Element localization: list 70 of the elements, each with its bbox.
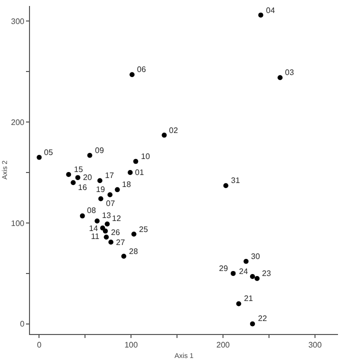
- annotation: 09: [95, 146, 104, 155]
- point: [128, 170, 133, 176]
- point: [107, 192, 112, 198]
- annotation: 04: [266, 6, 276, 15]
- annotation: 06: [137, 65, 146, 74]
- point: [70, 180, 76, 186]
- x-tick-label: 0: [36, 340, 42, 350]
- point: [100, 226, 106, 231]
- point: [236, 301, 242, 306]
- point: [258, 12, 264, 18]
- annotation: 13: [102, 211, 112, 220]
- point: [36, 154, 42, 160]
- annotation: 01: [135, 168, 144, 177]
- x-tick-label: 100: [124, 340, 138, 350]
- x-tick-label: 200: [216, 340, 230, 350]
- annotation: 28: [129, 247, 138, 256]
- annotation: 05: [44, 148, 54, 157]
- point: [162, 132, 167, 138]
- point: [80, 213, 85, 218]
- point: [104, 221, 110, 226]
- x-tick-label: 300: [308, 340, 322, 350]
- annotation: 22: [258, 314, 268, 323]
- point: [223, 183, 228, 188]
- annotation: 27: [116, 238, 126, 247]
- point: [114, 187, 120, 192]
- annotation: 12: [112, 214, 122, 223]
- annotation: 02: [169, 126, 178, 135]
- point: [87, 152, 92, 158]
- annotation: 15: [74, 165, 84, 174]
- y-tick-label: 100: [11, 218, 25, 228]
- annotation: 03: [285, 68, 294, 77]
- annotation: 18: [122, 180, 132, 189]
- y-tick-label: 200: [11, 118, 25, 127]
- point: [75, 175, 80, 180]
- point: [121, 254, 126, 259]
- annotation: 29: [219, 264, 228, 273]
- annotation: 21: [244, 294, 254, 303]
- point: [130, 72, 135, 78]
- point: [102, 228, 108, 234]
- point: [66, 172, 72, 178]
- point: [230, 270, 236, 276]
- annotation: 31: [231, 176, 240, 185]
- annotation: 25: [139, 225, 148, 234]
- annotation: 08: [87, 206, 96, 215]
- point: [94, 218, 100, 224]
- point: [244, 258, 249, 264]
- annotation: 20: [83, 173, 92, 182]
- point: [254, 276, 260, 281]
- annotation: 07: [106, 199, 116, 208]
- annotation: 19: [96, 185, 106, 194]
- y-tick-label: 0: [20, 320, 25, 329]
- point: [133, 158, 138, 164]
- annotation: 26: [111, 228, 120, 237]
- annotation: 17: [105, 171, 114, 180]
- point: [131, 232, 136, 237]
- point: [250, 274, 255, 279]
- annotation: 10: [141, 152, 150, 161]
- y-tick-label: 300: [11, 16, 25, 26]
- point: [108, 240, 114, 245]
- point: [278, 75, 283, 80]
- annotation: 30: [251, 252, 260, 261]
- point: [98, 196, 104, 202]
- point: [104, 234, 109, 240]
- annotation: 23: [262, 269, 272, 278]
- annotation: 24: [239, 267, 248, 276]
- annotation: 11: [91, 232, 100, 241]
- annotation: 16: [78, 183, 88, 192]
- point: [97, 178, 102, 184]
- point: [250, 321, 255, 326]
- annotation: 14: [89, 224, 98, 233]
